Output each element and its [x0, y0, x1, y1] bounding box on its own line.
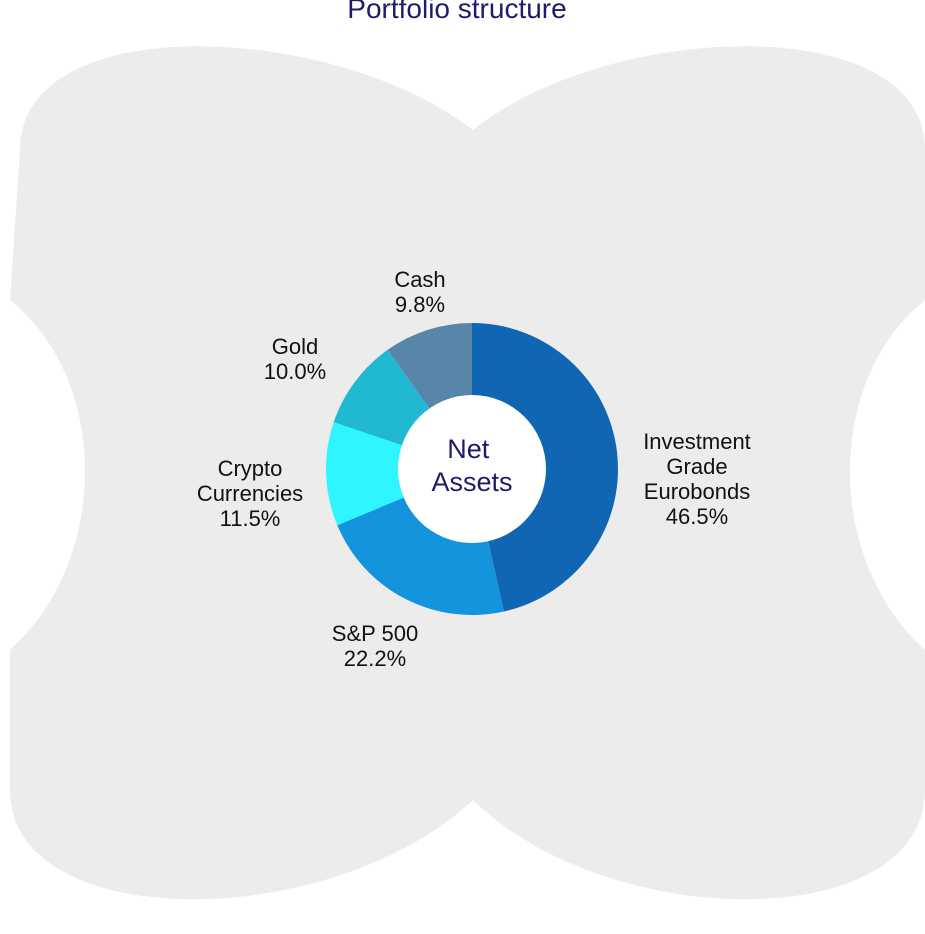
slice-name-line-crypto-currencies: Currencies	[197, 481, 303, 506]
center-label: Net Assets	[431, 434, 512, 497]
slice-name-line-gold: Gold	[272, 334, 318, 359]
slice-labels: Investment Grade Eurobonds 46.5% S&P 500 22.2…	[197, 267, 751, 671]
slice-value-s-p-500: 22.2%	[344, 646, 406, 671]
slice-value-investment-grade-eurobonds: 46.5%	[666, 504, 728, 529]
donut-hole	[398, 395, 546, 543]
slice-name-line-investment-grade-eurobonds: Eurobonds	[644, 479, 750, 504]
slice-label-crypto-currencies: Crypto Currencies 11.5%	[197, 456, 303, 531]
slice-name-line-investment-grade-eurobonds: Grade	[666, 454, 727, 479]
slice-label-cash: Cash 9.8%	[394, 267, 445, 317]
slice-name-line-crypto-currencies: Crypto	[218, 456, 283, 481]
slice-value-crypto-currencies: 11.5%	[220, 506, 281, 531]
slice-name-line-s-p-500: S&P 500	[332, 621, 418, 646]
slice-value-cash: 9.8%	[395, 292, 445, 317]
slice-label-investment-grade-eurobonds: Investment Grade Eurobonds 46.5%	[643, 429, 751, 529]
center-label-line-2: Assets	[431, 467, 512, 497]
slice-value-gold: 10.0%	[264, 359, 326, 384]
center-label-line-1: Net	[447, 434, 490, 464]
slice-label-gold: Gold 10.0%	[264, 334, 326, 384]
slice-label-s-p-500: S&P 500 22.2%	[332, 621, 418, 671]
slice-name-line-investment-grade-eurobonds: Investment	[643, 429, 751, 454]
chart-title: Portfolio structure	[347, 0, 566, 24]
slice-name-line-cash: Cash	[394, 267, 445, 292]
